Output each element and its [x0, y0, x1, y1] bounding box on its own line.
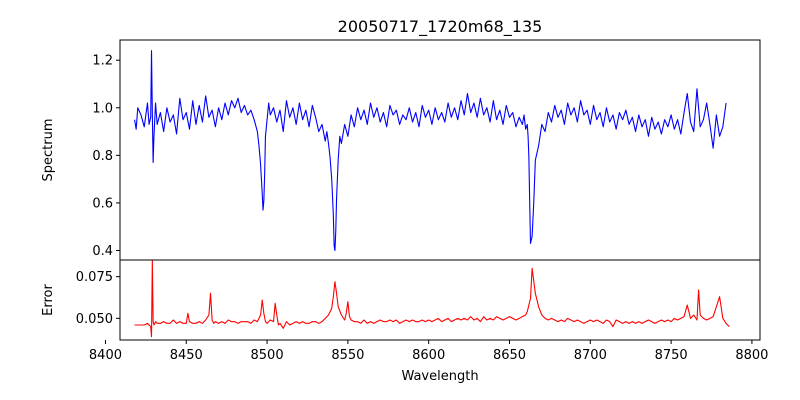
x-axis-ticks: 8400 8450 8500 8550 8600 8650 8700 8750 8800 [89, 340, 768, 363]
x-tick-label: 8650 [493, 348, 526, 363]
x-axis-label: Wavelength [401, 369, 478, 384]
x-tick-label: 8600 [412, 348, 445, 363]
error-y-ticks: 0.050 0.075 [76, 270, 120, 327]
spectrum-series [134, 50, 727, 252]
error-plot-area [119, 259, 761, 341]
spectrum-y-tick-label: 0.6 [92, 196, 113, 211]
error-y-axis-label: Error [41, 284, 56, 316]
spectrum-y-tick-label: 1.2 [92, 54, 113, 69]
x-tick-label: 8700 [574, 348, 607, 363]
spectrum-plot-area [119, 39, 761, 261]
error-y-tick-label: 0.050 [76, 312, 113, 327]
spectrum-y-ticks: 0.4 0.6 0.8 1.0 1.2 [92, 54, 120, 259]
spectrum-y-tick-label: 0.8 [92, 149, 113, 164]
x-tick-label: 8800 [735, 348, 768, 363]
x-tick-label: 8750 [655, 348, 688, 363]
error-y-tick-label: 0.075 [76, 270, 113, 285]
spectrum-y-tick-label: 1.0 [92, 101, 113, 116]
spectrum-line [134, 50, 727, 252]
x-tick-label: 8550 [331, 348, 364, 363]
chart-title: 20050717_1720m68_135 [338, 17, 543, 37]
x-tick-label: 8500 [251, 348, 284, 363]
spectrum-y-tick-label: 0.4 [92, 244, 113, 259]
x-tick-label: 8450 [170, 348, 203, 363]
spectrum-panel: 0.4 0.6 0.8 1.0 1.2 Spectrum [41, 39, 761, 261]
spectrum-y-axis-label: Spectrum [41, 119, 56, 182]
error-panel: 0.050 0.075 Error [41, 259, 761, 341]
x-tick-label: 8400 [89, 348, 122, 363]
error-series [134, 260, 730, 338]
error-line [134, 260, 730, 338]
